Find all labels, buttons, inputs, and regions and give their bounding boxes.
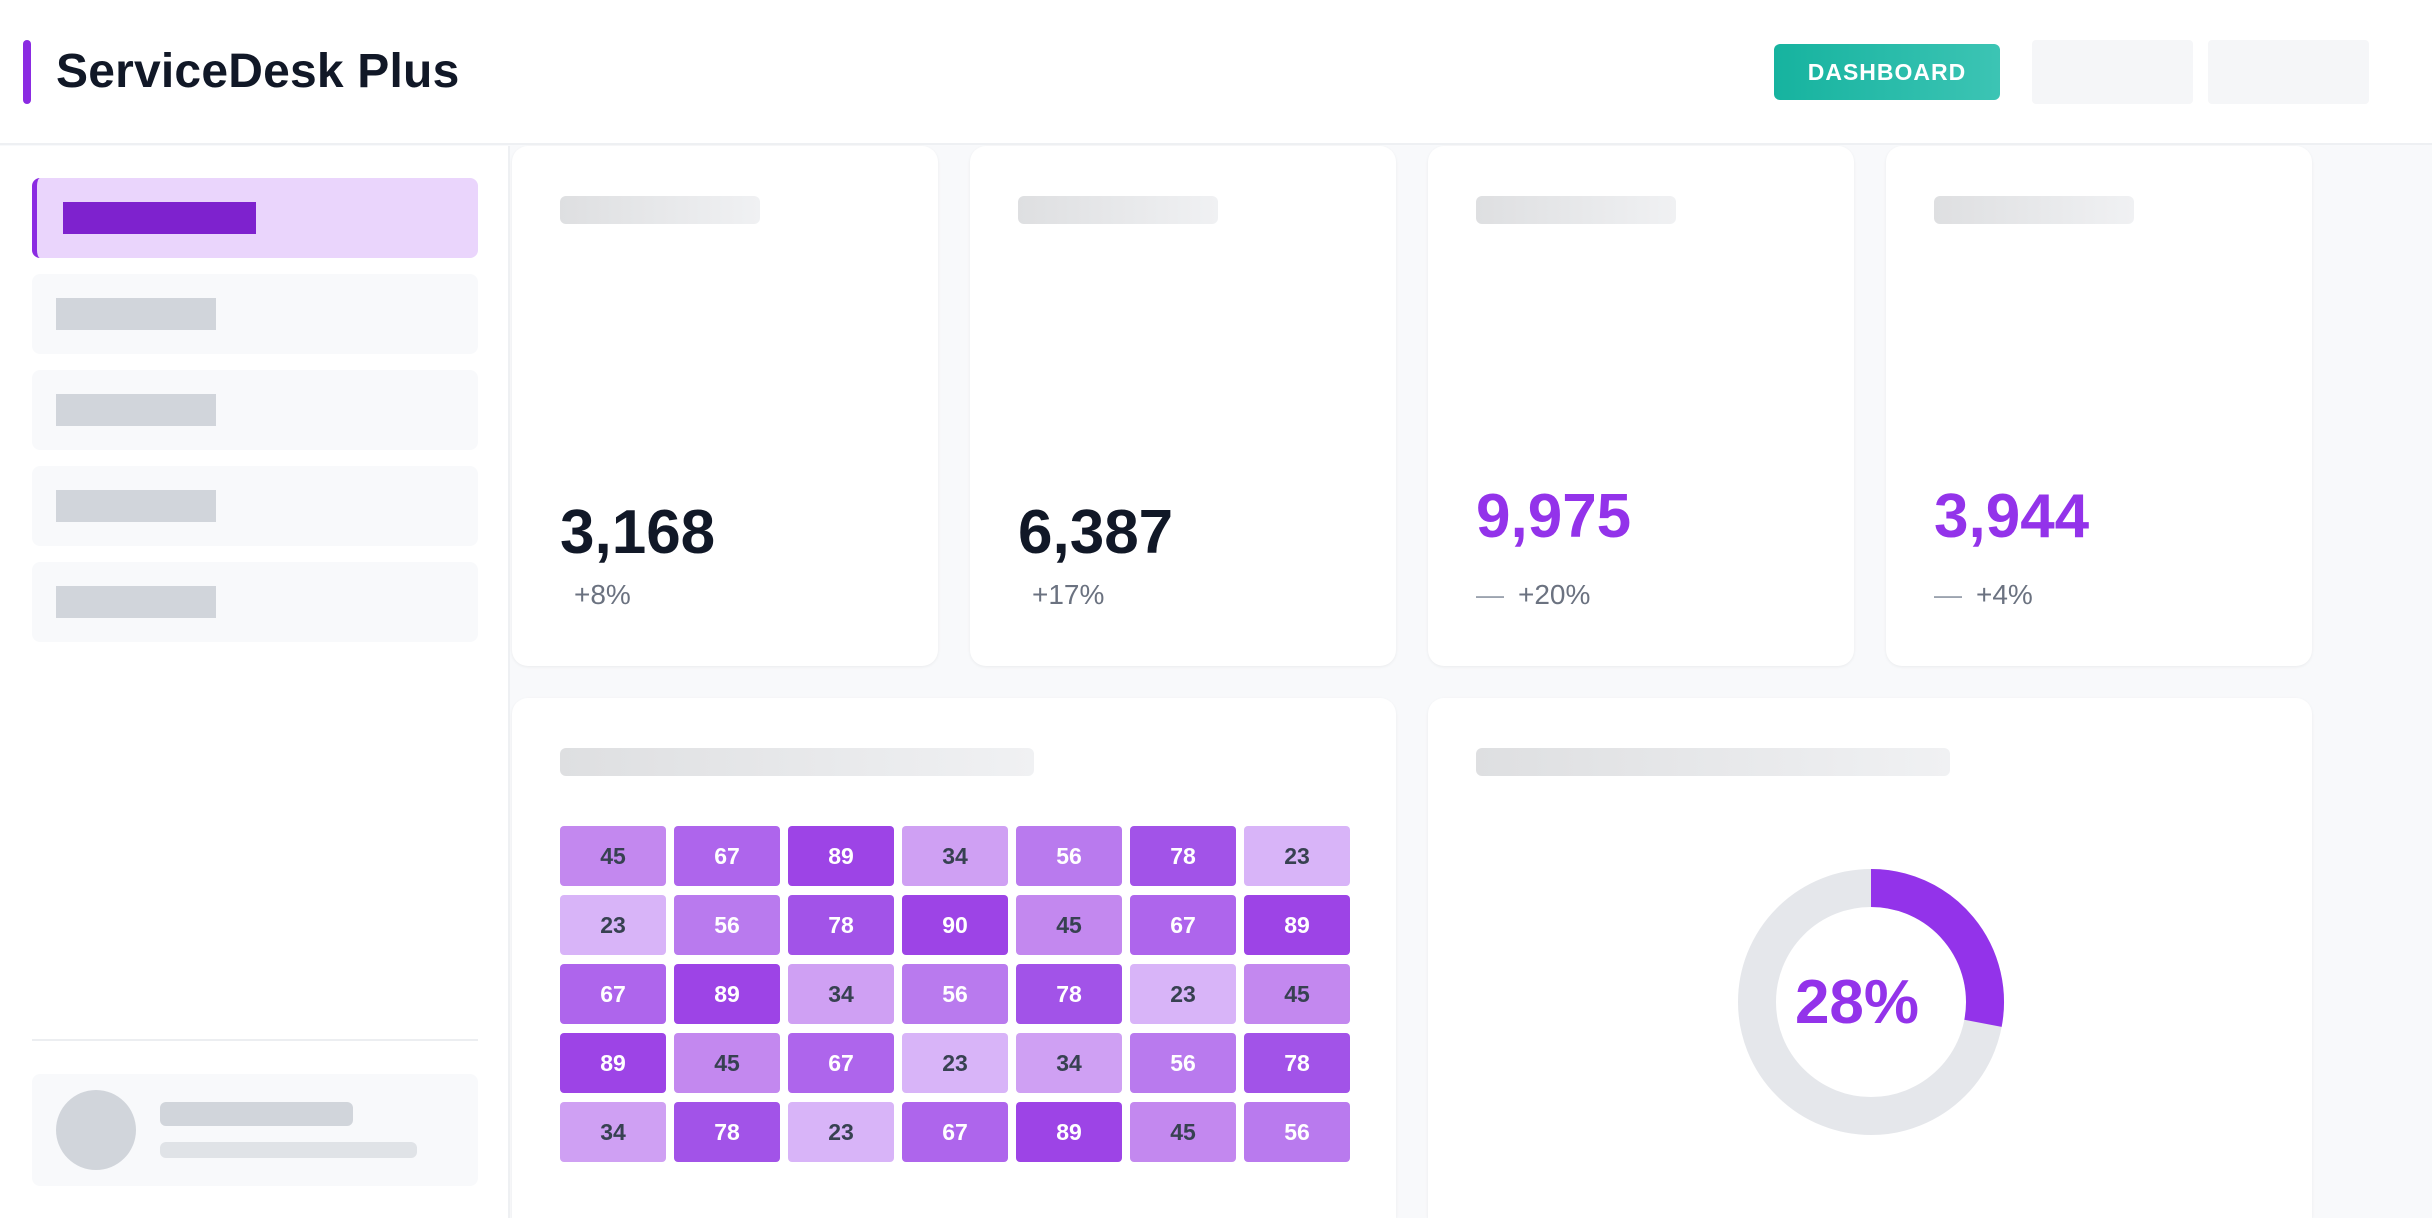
heatmap-cell: 45 [560,826,666,886]
stat-value: 3,168 [560,498,716,567]
sidebar-item-label-placeholder [56,490,216,522]
stat-card-2: 6,387 +17% [970,146,1396,666]
heatmap-cell: 34 [788,964,894,1024]
heatmap-cell: 23 [788,1102,894,1162]
stat-change: +8% [560,579,631,611]
stat-card-4: 3,944 — +4% [1886,146,2312,666]
sidebar-item-1[interactable] [32,178,478,258]
heatmap-cell: 90 [902,895,1008,955]
donut-title-placeholder [1476,748,1950,776]
stat-title-placeholder [1476,196,1676,224]
heatmap-cell: 89 [674,964,780,1024]
stat-title-placeholder [1934,196,2134,224]
heatmap-cell: 67 [560,964,666,1024]
heatmap-cell: 78 [1016,964,1122,1024]
sidebar [0,146,510,1218]
sidebar-item-label-placeholder [56,394,216,426]
dashboard-button[interactable]: DASHBOARD [1774,44,2000,100]
heatmap-cell: 89 [1016,1102,1122,1162]
stat-value: 9,975 [1476,482,1632,551]
sidebar-item-label-placeholder [56,298,216,330]
heatmap-cell: 23 [902,1033,1008,1093]
heatmap-grid: 45 67 89 34 56 78 23 23 56 78 90 45 67 89 67 89 34 56 78 23… [560,826,1350,1162]
heatmap-cell: 23 [1244,826,1350,886]
user-profile-card[interactable] [32,1074,478,1186]
stat-value: 6,387 [1018,498,1174,567]
heatmap-cell: 34 [1016,1033,1122,1093]
heatmap-cell: 34 [560,1102,666,1162]
user-name-placeholder [160,1102,353,1126]
heatmap-cell: 78 [674,1102,780,1162]
stat-card-1: 3,168 +8% [512,146,938,666]
stat-change: — +4% [1934,579,2033,611]
heatmap-cell: 56 [1130,1033,1236,1093]
heatmap-cell: 67 [788,1033,894,1093]
stat-title-placeholder [560,196,760,224]
heatmap-cell: 67 [674,826,780,886]
heatmap-cell: 67 [1130,895,1236,955]
heatmap-cell: 56 [1244,1102,1350,1162]
sidebar-item-3[interactable] [32,370,478,450]
heatmap-card: 45 67 89 34 56 78 23 23 56 78 90 45 67 89 67 89 34 56 78 23… [512,698,1396,1218]
heatmap-cell: 89 [1244,895,1350,955]
trend-indicator-icon: — [1476,579,1504,610]
sidebar-item-2[interactable] [32,274,478,354]
stat-change-value: +4% [1976,579,2033,610]
heatmap-cell: 23 [560,895,666,955]
heatmap-cell: 78 [788,895,894,955]
app-title: ServiceDesk Plus [56,45,460,98]
heatmap-cell: 45 [674,1033,780,1093]
heatmap-cell: 89 [560,1033,666,1093]
sidebar-item-5[interactable] [32,562,478,642]
donut-percent-label: 28% [1794,968,1920,1037]
heatmap-cell: 56 [674,895,780,955]
donut-chart [1738,869,2004,1135]
trend-indicator-icon: — [1934,579,1962,610]
heatmap-cell: 89 [788,826,894,886]
heatmap-cell: 56 [902,964,1008,1024]
brand-accent-bar [23,40,31,104]
stat-card-3: 9,975 — +20% [1428,146,1854,666]
heatmap-cell: 34 [902,826,1008,886]
sidebar-item-label-placeholder [56,586,216,618]
heatmap-cell: 67 [902,1102,1008,1162]
heatmap-title-placeholder [560,748,1034,776]
stat-change-value: +8% [574,579,631,610]
stat-value: 3,944 [1934,482,2090,551]
heatmap-cell: 78 [1130,826,1236,886]
stat-change: — +20% [1476,579,1590,611]
heatmap-cell: 45 [1016,895,1122,955]
heatmap-cell: 78 [1244,1033,1350,1093]
stat-change: +17% [1018,579,1104,611]
user-role-placeholder [160,1142,417,1158]
avatar [56,1090,136,1170]
top-header: ServiceDesk Plus DASHBOARD [0,0,2432,145]
stat-change-value: +20% [1518,579,1591,610]
heatmap-cell: 56 [1016,826,1122,886]
sidebar-divider [32,1039,478,1041]
header-action-placeholder-2[interactable] [2208,40,2369,104]
sidebar-item-4[interactable] [32,466,478,546]
sidebar-item-label-placeholder [63,202,256,234]
stat-title-placeholder [1018,196,1218,224]
heatmap-cell: 23 [1130,964,1236,1024]
stat-change-value: +17% [1032,579,1105,610]
heatmap-cell: 45 [1244,964,1350,1024]
donut-card: 28% [1428,698,2312,1218]
header-action-placeholder-1[interactable] [2032,40,2193,104]
heatmap-cell: 45 [1130,1102,1236,1162]
donut-progress-arc [1870,869,2004,1027]
